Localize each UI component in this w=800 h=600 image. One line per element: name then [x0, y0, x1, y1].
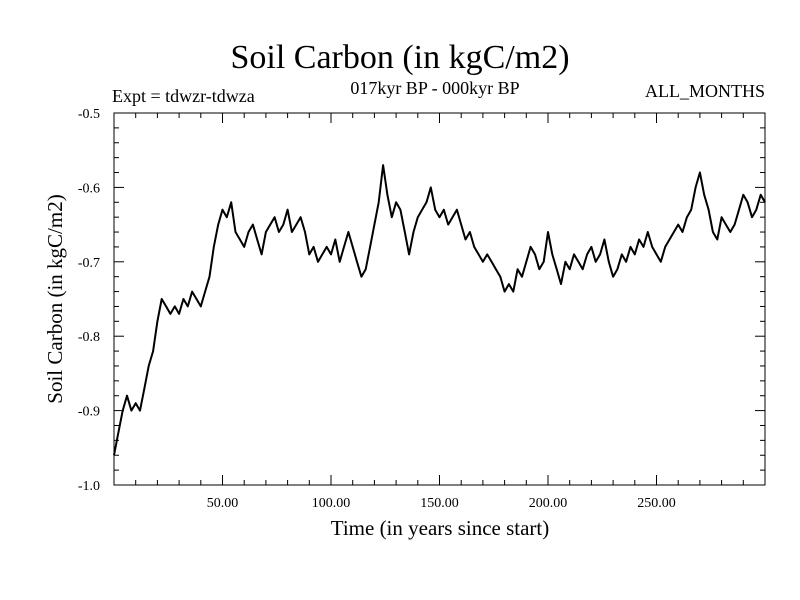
y-tick-label: -0.7: [78, 256, 100, 271]
x-tick-label: 250.00: [637, 496, 676, 511]
x-tick-label: 100.00: [312, 496, 351, 511]
x-tick-label: 200.00: [529, 496, 568, 511]
y-tick-label: -0.9: [78, 405, 100, 420]
months-label: ALL_MONTHS: [645, 81, 765, 101]
axis-ticks: [114, 113, 765, 485]
experiment-label: Expt = tdwzr-tdwza: [112, 86, 255, 106]
soil-carbon-series-line: [113, 164, 766, 456]
y-tick-label: -0.8: [78, 330, 100, 345]
y-tick-label: -0.6: [78, 181, 100, 196]
y-tick-labels: -1.0 -0.9 -0.8 -0.7 -0.6 -0.5: [78, 107, 100, 494]
y-axis-label: Soil Carbon (in kgC/m2): [43, 194, 67, 403]
period-label: 017kyr BP - 000kyr BP: [350, 78, 520, 98]
chart-title: Soil Carbon (in kgC/m2): [230, 39, 570, 76]
plot-frame: [113, 112, 766, 486]
y-tick-label: -0.5: [78, 107, 100, 122]
x-tick-labels: 50.00 100.00 150.00 200.00 250.00: [207, 496, 676, 511]
x-axis-label: Time (in years since start): [331, 516, 550, 540]
x-tick-label: 50.00: [207, 496, 239, 511]
x-tick-label: 150.00: [420, 496, 459, 511]
y-tick-label: -1.0: [78, 479, 100, 494]
